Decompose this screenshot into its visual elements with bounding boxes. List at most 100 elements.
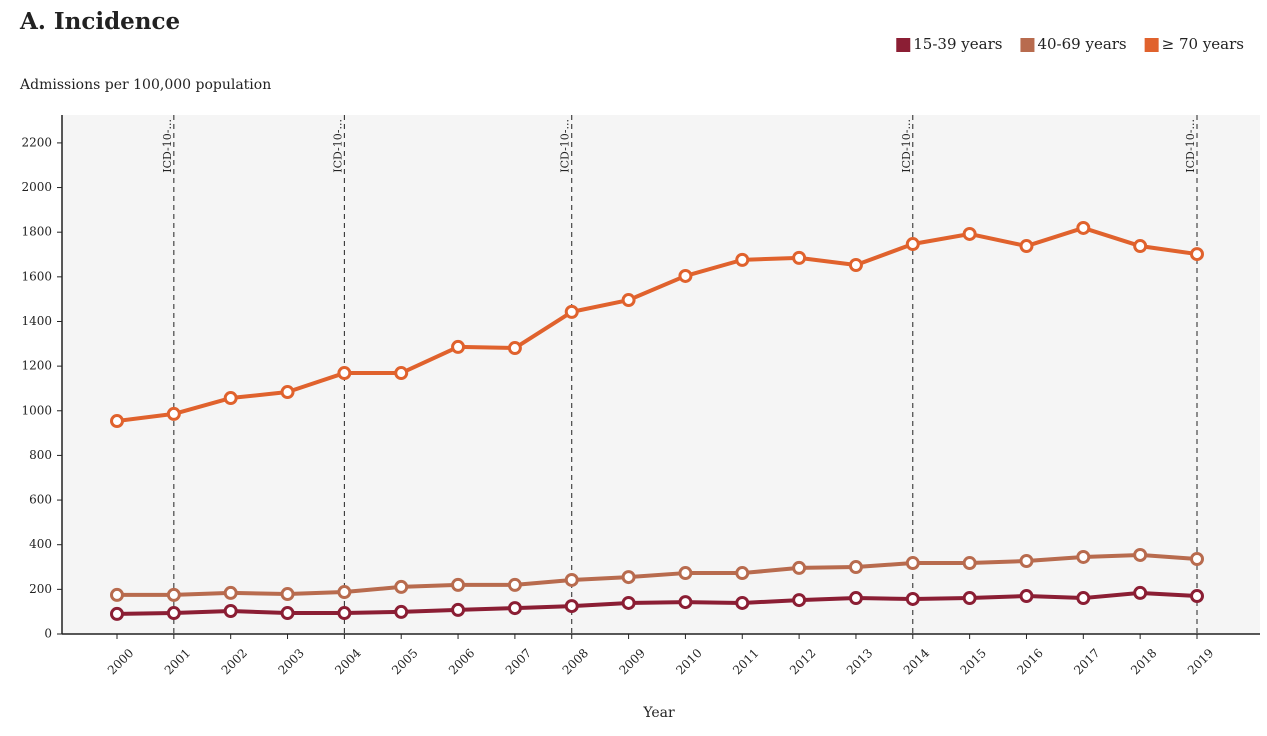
data-point <box>1076 549 1091 564</box>
x-tick-label: 2000 <box>105 646 136 677</box>
legend-label: 40-69 years <box>1037 35 1126 53</box>
annotation-label: ICD-10-... <box>1184 119 1197 173</box>
x-tick-label: 2008 <box>560 646 591 677</box>
data-point <box>1076 591 1091 606</box>
data-point <box>848 258 863 273</box>
annotation-label: ICD-10-... <box>161 119 174 173</box>
data-point <box>394 604 409 619</box>
data-point <box>337 606 352 621</box>
x-tick-label: 2009 <box>616 646 647 677</box>
data-point <box>166 587 181 602</box>
annotation-label: ICD-10-... <box>331 119 344 173</box>
data-point <box>735 595 750 610</box>
data-point <box>621 570 636 585</box>
x-tick-label: 2017 <box>1071 646 1102 677</box>
legend-label: 15-39 years <box>913 35 1002 53</box>
data-point <box>110 606 124 621</box>
y-tick-label: 400 <box>29 537 52 551</box>
x-tick-label: 2003 <box>275 646 306 677</box>
data-point <box>848 591 863 606</box>
data-point <box>735 252 750 267</box>
data-point <box>792 250 807 265</box>
x-tick-label: 2013 <box>844 646 875 677</box>
x-tick-label: 2004 <box>332 646 364 678</box>
data-point <box>1019 589 1034 604</box>
data-point <box>1019 239 1034 254</box>
x-tick-label: 2006 <box>446 646 477 677</box>
data-point <box>1133 239 1148 254</box>
x-tick-label: 2005 <box>389 646 420 677</box>
data-point <box>1076 220 1091 235</box>
legend: ≥ 70 years 40-69 years 15-39 years <box>896 35 1244 53</box>
x-tick-label: 2018 <box>1128 646 1159 677</box>
data-point <box>166 406 181 421</box>
y-tick-label: 1200 <box>21 359 52 373</box>
x-tick-label: 2016 <box>1014 646 1045 677</box>
data-point <box>337 585 352 600</box>
y-axis-label: Admissions per 100,000 population <box>19 77 271 93</box>
x-tick-label: 2012 <box>787 646 818 677</box>
x-tick-label: 2010 <box>673 646 704 677</box>
legend-swatch <box>896 38 911 52</box>
data-point <box>962 591 977 606</box>
data-point <box>1190 551 1204 566</box>
data-point <box>848 560 863 575</box>
data-point <box>451 602 466 617</box>
data-point <box>905 556 920 571</box>
data-point <box>451 339 466 354</box>
data-point <box>735 566 750 581</box>
data-point <box>1133 585 1148 600</box>
data-point <box>621 595 636 610</box>
data-point <box>110 587 124 602</box>
legend-swatch <box>1020 38 1035 52</box>
data-point <box>166 606 181 621</box>
data-point <box>905 237 920 252</box>
data-point <box>962 556 977 571</box>
y-tick-label: 200 <box>29 582 52 596</box>
data-point <box>337 366 352 381</box>
data-point <box>110 414 124 429</box>
data-point <box>678 268 693 283</box>
data-point <box>507 577 522 592</box>
data-point <box>905 591 920 606</box>
data-point <box>1190 589 1204 604</box>
data-point <box>394 579 409 594</box>
data-point <box>792 560 807 575</box>
y-tick-label: 600 <box>29 493 52 507</box>
data-point <box>678 566 693 581</box>
data-point <box>1190 247 1204 262</box>
data-point <box>223 391 238 406</box>
data-point <box>621 293 636 308</box>
y-tick-label: 0 <box>44 627 52 641</box>
x-tick-label: 2019 <box>1185 646 1216 677</box>
x-axis-label: Year <box>642 705 675 721</box>
x-tick-label: 2011 <box>730 646 761 677</box>
x-tick-label: 2015 <box>958 646 989 677</box>
data-point <box>280 606 295 621</box>
chart-title: A. Incidence <box>19 8 180 35</box>
data-point <box>280 587 295 602</box>
y-tick-label: 1800 <box>21 225 52 239</box>
data-point <box>394 366 409 381</box>
data-point <box>1019 554 1034 569</box>
data-point <box>1133 547 1148 562</box>
y-tick-label: 1000 <box>21 403 52 417</box>
x-tick-label: 2007 <box>503 646 534 677</box>
data-point <box>792 593 807 608</box>
series-line <box>116 590 1198 616</box>
data-point <box>678 595 693 610</box>
plot-background <box>62 115 1260 634</box>
legend-label: ≥ 70 years <box>1162 35 1244 53</box>
legend-swatch <box>1144 38 1159 52</box>
series-line <box>117 552 1198 597</box>
data-point <box>223 585 238 600</box>
data-point <box>223 604 238 619</box>
x-tick-label: 2002 <box>219 646 250 677</box>
data-point <box>280 385 295 400</box>
annotation-label: ICD-10-... <box>900 119 913 173</box>
series-line <box>116 225 1198 424</box>
x-tick-label: 2001 <box>162 646 193 677</box>
data-point <box>451 577 466 592</box>
data-point <box>962 226 977 241</box>
